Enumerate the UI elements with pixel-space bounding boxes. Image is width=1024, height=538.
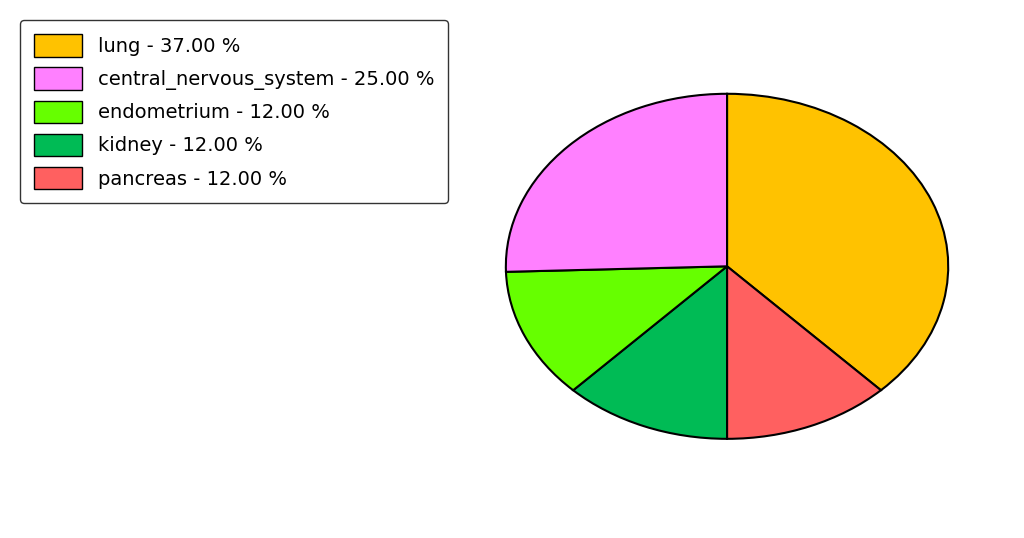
Wedge shape [727,94,948,390]
Wedge shape [727,266,881,439]
Wedge shape [573,266,727,439]
Wedge shape [506,266,727,390]
Wedge shape [506,94,727,272]
Legend: lung - 37.00 %, central_nervous_system - 25.00 %, endometrium - 12.00 %, kidney : lung - 37.00 %, central_nervous_system -… [19,20,447,203]
